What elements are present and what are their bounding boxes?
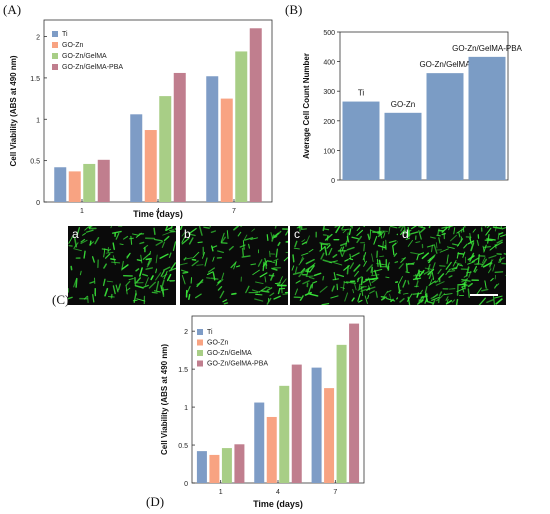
chart-b-y-tick-label: 400 [323, 60, 335, 67]
chart-b-y-tick-label: 300 [323, 89, 335, 96]
micrograph-c: c [290, 226, 398, 305]
chart-d-legend-swatch [197, 360, 203, 367]
chart-b-y-tick-label: 200 [323, 119, 335, 126]
chart-b-bar-go-zn [384, 112, 422, 180]
chart-d-bar-ti-day-4 [254, 402, 265, 483]
scale-bar [470, 294, 498, 296]
chart-d-bar-go-zn-gelma-pba-day-1 [234, 444, 245, 483]
chart-a-bar-go-zn-gelma-pba-day-7 [249, 28, 262, 202]
chart-a-x-tick-label: 7 [232, 208, 236, 215]
chart-a-bar-ti-day-1 [54, 167, 67, 202]
chart-b-bar-label: GO-Zn/GelMA-PBA [452, 44, 522, 53]
chart-a-y-tick-label: 0 [36, 200, 40, 207]
chart-a-legend-label: GO-Zn/GelMA-PBA [62, 64, 123, 71]
chart-a-bar-go-zn-gelma-pba-day-4 [173, 72, 186, 202]
micrograph-a-letter: a [72, 227, 79, 241]
chart-d-bar-ti-day-7 [311, 367, 322, 483]
chart-d-bar-go-zn-day-7 [324, 388, 335, 483]
chart-d-x-tick-label: 4 [276, 489, 280, 496]
chart-d-x-tick-label: 1 [219, 489, 223, 496]
chart-a-y-axis-label: Cell Viability (ABS at 490 nm) [9, 55, 18, 166]
chart-d-y-tick-label: 2 [184, 329, 188, 336]
chart-b-bar-label: Ti [358, 89, 365, 98]
chart-d-y-tick-label: 0.5 [178, 443, 188, 450]
chart-a-legend-label: GO-Zn [62, 42, 83, 49]
micrograph-c-letter: c [294, 227, 300, 241]
micrograph-b: b [180, 226, 288, 305]
chart-b-plot-frame [339, 31, 509, 181]
panel-label-b: (B) [285, 2, 303, 17]
chart-d-legend-label: Ti [207, 329, 213, 336]
chart-a-legend-label: GO-Zn/GelMA [62, 53, 107, 60]
chart-d-legend-swatch [197, 329, 203, 335]
chart-a-bar-go-zn-gelma-day-1 [83, 163, 96, 202]
chart-d-bar-go-zn-gelma-day-1 [221, 448, 232, 483]
chart-d-bar-ti-day-1 [196, 451, 207, 483]
chart-a-y-tick-label: 1.5 [30, 76, 40, 83]
chart-a-legend-label: Ti [62, 31, 68, 38]
micrograph-cells [291, 226, 398, 305]
micrograph-cells [180, 226, 288, 305]
chart-a-legend-swatch [52, 53, 58, 59]
chart-d-legend-swatch [197, 339, 203, 346]
chart-d-bar-go-zn-gelma-day-7 [336, 344, 347, 483]
chart-a-bar-go-zn-gelma-pba-day-1 [97, 159, 110, 202]
chart-a-bar-go-zn-gelma-day-4 [159, 96, 172, 202]
chart-a-x-tick-label: 4 [156, 208, 160, 215]
micrograph-b-letter: b [184, 227, 191, 241]
chart-b-y-tick-label: 100 [323, 148, 335, 155]
chart-a-legend-swatch [52, 64, 58, 70]
chart-a-bar-go-zn-gelma-day-7 [235, 51, 248, 202]
chart-a-bar-go-zn-day-1 [68, 171, 81, 202]
chart-d-legend-swatch [197, 350, 203, 356]
chart-d-bar-go-zn-day-4 [266, 416, 277, 483]
chart-a-legend-swatch [52, 42, 58, 48]
chart-a-y-tick-label: 0.5 [30, 159, 40, 166]
chart-d-y-tick-label: 1.5 [178, 367, 188, 374]
chart-b-bar-label: GO-Zn/GelMA [419, 60, 471, 69]
chart-b-y-tick-label: 0 [331, 178, 335, 185]
chart-b-bar-go-zn-gelma-pba [468, 56, 506, 180]
chart-d-legend-label: GO-Zn/GelMA-PBA [207, 361, 268, 368]
chart-b-bar-label: GO-Zn [391, 100, 415, 109]
chart-d-legend-label: GO-Zn/GelMA [207, 350, 252, 357]
chart-b-bar-ti [342, 101, 380, 180]
micrograph-a: a [68, 226, 176, 305]
chart-d-bar-go-zn-day-1 [209, 454, 220, 483]
chart-a-x-axis-label: Time (days) [133, 209, 183, 219]
micrograph-cells [68, 226, 176, 305]
chart-d-bar-go-zn-gelma-pba-day-7 [349, 323, 360, 483]
chart-a-bar-go-zn-day-7 [220, 98, 233, 202]
chart-a-bar-ti-day-4 [130, 114, 143, 202]
chart-d-bar-go-zn-gelma-day-4 [279, 385, 290, 483]
chart-b-y-axis-label: Average Cell Count Number [302, 53, 311, 159]
panel-label-a: (A) [3, 2, 22, 17]
micrograph-d: d [398, 226, 506, 305]
chart-d-y-axis-label: Cell Viability (ABS at 490 nm) [160, 344, 169, 455]
chart-a-y-tick-label: 2 [36, 35, 40, 42]
micrograph-d-letter: d [402, 227, 409, 241]
panel-label-d: (D) [146, 494, 165, 509]
micrograph-cells [398, 226, 506, 305]
chart-d-y-tick-label: 0 [184, 481, 188, 488]
chart-a-legend-swatch [52, 31, 58, 37]
chart-d-x-axis-label: Time (days) [253, 499, 303, 509]
chart-d-y-tick-label: 1 [184, 405, 188, 412]
chart-a-bar-go-zn-day-4 [144, 130, 157, 202]
chart-a-bar-ti-day-7 [206, 76, 219, 202]
chart-b-y-tick-label: 500 [323, 30, 335, 37]
chart-d-x-tick-label: 7 [333, 489, 337, 496]
panel-label-c: (C) [52, 292, 70, 307]
chart-b-bar-go-zn-gelma [426, 73, 464, 180]
chart-a-y-tick-label: 1 [36, 117, 40, 124]
chart-d-legend-label: GO-Zn [207, 340, 228, 347]
chart-d-bar-go-zn-gelma-pba-day-4 [291, 364, 302, 483]
chart-a-x-tick-label: 1 [80, 208, 84, 215]
